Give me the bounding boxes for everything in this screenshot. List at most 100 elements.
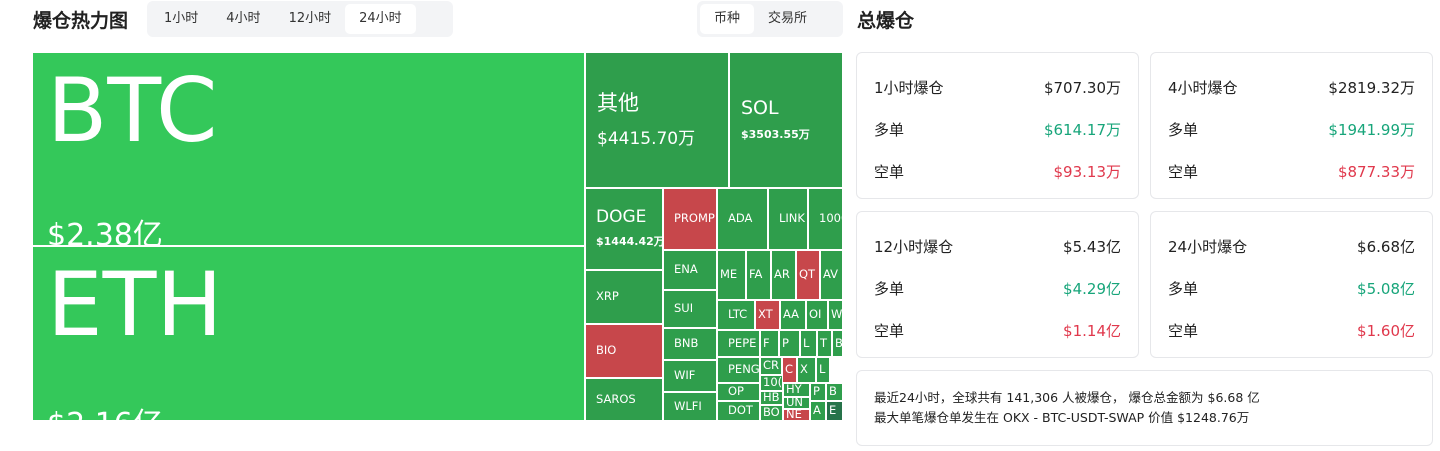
treemap-tile: WLFI [664,393,716,420]
treemap-tile: PEPE [718,331,759,356]
card-row: 12小时爆仓 $5.43亿 [874,236,1121,257]
row-value: $6.68亿 [1357,238,1415,256]
tile-label: SAROS [596,391,636,406]
tile-label: DOT [728,403,753,418]
treemap-tile: ADA [718,189,767,249]
treemap-tile: B [833,331,842,356]
treemap-tile: ME [718,251,745,299]
card-row: 空单 $877.33万 [1168,161,1415,182]
row-label: 空单 [1168,163,1199,181]
tile-label: ENA [674,262,698,277]
tile-label: BO [763,406,780,420]
treemap-tile: SOL $3503.55万 [730,53,842,187]
tile-label: 10( [763,376,782,390]
card-row: 空单 $1.60亿 [1168,320,1415,341]
tile-label: OP [728,384,744,399]
summary-card: 24小时爆仓 $6.68亿多单 $5.08亿 空单 $1.60亿 [1150,211,1433,358]
tab[interactable]: 4小时 [226,11,261,26]
tab[interactable]: 24小时 [345,4,416,34]
tile-label: ETH [47,253,223,356]
card-row: 多单 $4.29亿 [874,278,1121,299]
treemap-tile: WIF [664,361,716,391]
treemap-tile: AR [772,251,795,299]
treemap-tile: LTC [718,301,754,329]
card-row: 多单 $614.17万 [874,119,1121,140]
row-label: 1小时爆仓 [874,79,944,97]
tab[interactable]: 1小时 [164,11,199,26]
tile-label: UN [786,398,804,408]
tile-label: F [763,335,770,350]
tab[interactable]: 币种 [700,4,755,34]
treemap-tile: T [818,331,831,356]
row-value: $877.33万 [1337,163,1415,181]
treemap-tile: P [811,384,825,400]
tile-label: HY [786,384,802,396]
tile-label: ADA [728,211,753,226]
treemap-tile: 10( [761,376,782,390]
row-value: $1.60亿 [1357,322,1415,340]
treemap-tile: PROMP [664,189,716,249]
card-row: 4小时爆仓 $2819.32万 [1168,77,1415,98]
tile-label: XT [758,307,773,322]
tile-label: CR [763,358,780,373]
treemap-tile: QT [797,251,819,299]
treemap-tile: HY [784,384,809,396]
tile-label: AR [774,267,790,282]
tile-label: BTC [47,59,218,162]
row-value: $1941.99万 [1328,121,1415,139]
treemap-tile: CR [761,358,781,374]
treemap-tile: X [798,358,815,382]
treemap-tile: ETH $2.16亿 [33,247,584,420]
tile-label: LINK [779,211,805,226]
row-label: 24小时爆仓 [1168,238,1248,256]
time-tabs: 1小时 4小时 12小时 24小时 [147,1,453,37]
summary-title: 总爆仓 [857,10,915,32]
tab[interactable]: 12小时 [288,11,332,26]
treemap-tile: L [801,331,816,356]
summary-card: 4小时爆仓 $2819.32万 多单 $1941.99万 空单 $877.33万 [1150,52,1433,199]
tile-label: PENG [728,362,759,377]
row-label: 多单 [874,121,905,139]
tile-label: W [831,307,842,322]
tile-label: BNB [674,336,699,351]
treemap-tile: PENG [718,358,759,382]
row-value: $93.13万 [1053,163,1122,181]
tile-label: 1000 [819,211,842,226]
treemap-tile: AV [821,251,842,299]
tile-label: XRP [596,289,619,304]
treemap-tile: SAROS [586,379,662,420]
tile-label: WIF [674,368,696,383]
card-row: 多单 $5.08亿 [1168,278,1415,299]
tile-label: PROMP [674,211,715,226]
tile-value: $2.16亿 [47,399,584,420]
row-label: 空单 [874,322,905,340]
tab[interactable]: 交易所 [768,11,808,26]
tile-label: P [782,335,789,350]
card-row: 多单 $1941.99万 [1168,119,1415,140]
row-value: $5.08亿 [1357,280,1415,298]
tile-label: E [829,403,837,418]
summary-card: 12小时爆仓 $5.43亿 多单 $4.29亿 空单 $1.14亿 [856,211,1139,358]
treemap-tile: L [817,358,829,382]
tile-label: B [829,384,837,399]
row-value: $5.43亿 [1063,238,1121,256]
row-label: 空单 [874,163,905,181]
tile-value: $1444.42万 [596,235,662,249]
treemap-tile: 1000 [809,189,842,249]
treemap-tile: XT [756,301,779,329]
treemap-tile: BNB [664,329,716,359]
treemap-tile: UN [784,398,809,408]
treemap-tile: AA [781,301,805,329]
tile-label: AA [783,307,800,322]
card-row: 空单 $93.13万 [874,161,1121,182]
row-value: $4.29亿 [1063,280,1121,298]
tile-label: C [785,362,794,377]
tile-label: HB [763,392,780,404]
treemap-tile: 其他 $4415.70万 [586,53,728,187]
treemap-tile: B [827,384,842,400]
tile-label: FA [749,267,763,282]
tile-label: OI [809,307,822,322]
note: 最近24小时，全球共有 141,306 人被爆仓， 爆仓总金额为 $6.68 亿 [874,390,1260,405]
card-row: 24小时爆仓 $6.68亿 [1168,236,1415,257]
treemap-tile: NE [784,410,809,420]
